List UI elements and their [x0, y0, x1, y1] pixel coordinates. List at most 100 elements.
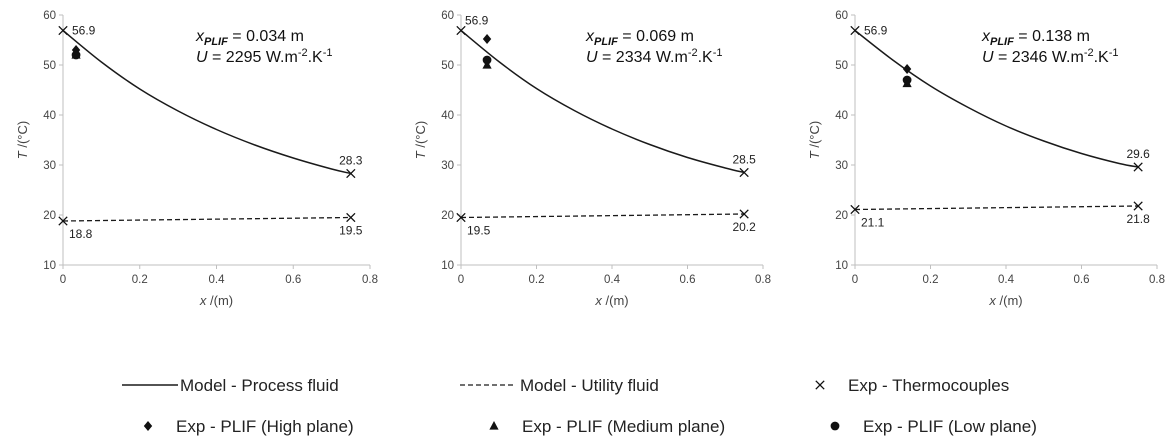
data-label: 21.1 [861, 216, 885, 230]
y-tick-label: 20 [43, 210, 56, 222]
circle-marker-point [482, 55, 492, 65]
u-value-annotation: U = 2334 W.m-2.K-1 [586, 47, 723, 66]
data-label: 56.9 [864, 24, 888, 38]
x-tick-label: 0.2 [923, 274, 939, 286]
legend-item: Exp - PLIF (High plane) [143, 417, 354, 436]
utility-fluid-line [854, 205, 1139, 211]
y-tick-label: 10 [835, 260, 848, 272]
utility-fluid-line [460, 213, 745, 219]
x-tick-label: 0.4 [998, 274, 1015, 286]
y-tick-label: 30 [835, 160, 848, 172]
u-value-annotation: U = 2295 W.m-2.K-1 [196, 47, 333, 66]
process-fluid-line [854, 29, 1139, 168]
diamond-marker-point [482, 34, 492, 44]
data-label: 21.8 [1126, 212, 1150, 226]
x-marker-point [739, 209, 749, 219]
legend-item: Exp - PLIF (Medium plane) [489, 417, 725, 436]
legend-diamond-marker-symbol [143, 421, 153, 431]
x-plif-annotation: xPLIF = 0.069 m [585, 28, 694, 48]
chart-panel-3: 10 20 30 40 50 60 0 0.2 0.4 0.6 0.8 x /(m) T /(°C) 56… [807, 10, 1165, 308]
x-marker-point [850, 25, 860, 36]
x-marker-point [850, 204, 860, 215]
legend-x-marker-symbol [815, 380, 825, 390]
y-tick-label: 10 [441, 260, 454, 272]
legend-label: Exp - Thermocouples [848, 376, 1009, 395]
x-tick-label: 0.6 [680, 274, 696, 286]
process-fluid-line [62, 29, 351, 175]
legend-item: Exp - PLIF (Low plane) [830, 417, 1037, 436]
data-label: 19.5 [467, 224, 491, 238]
legend-triangle-marker-symbol [489, 421, 499, 430]
y-tick-label: 40 [835, 110, 848, 122]
y-tick-label: 50 [835, 60, 848, 72]
utility-fluid-line [62, 216, 351, 222]
x-plif-annotation: xPLIF = 0.138 m [981, 28, 1090, 48]
x-tick-label: 0.8 [362, 274, 378, 286]
x-axis-label: x /(m) [988, 293, 1022, 308]
legend-label: Exp - PLIF (Low plane) [863, 417, 1037, 436]
x-tick-label: 0 [458, 274, 464, 286]
legend-label: Exp - PLIF (High plane) [176, 417, 354, 436]
y-tick-label: 20 [441, 210, 454, 222]
y-tick-label: 30 [441, 160, 454, 172]
legend-label: Exp - PLIF (Medium plane) [522, 417, 725, 436]
x-marker-point [58, 25, 68, 36]
x-marker-point [1133, 162, 1143, 172]
y-tick-label: 50 [441, 60, 454, 72]
chart-panel-2: 10 20 30 40 50 60 0 0.2 0.4 0.6 0.8 x /(m) T /(°C) 56… [413, 10, 771, 308]
x-marker-point [58, 216, 68, 226]
legend-circle-marker-symbol [830, 421, 840, 431]
x-marker-point [1133, 201, 1143, 211]
x-tick-label: 0.8 [755, 274, 771, 286]
x-marker-point [346, 168, 356, 179]
y-tick-label: 30 [43, 160, 56, 172]
data-label: 28.3 [339, 154, 363, 168]
x-tick-label: 0.4 [604, 274, 621, 286]
x-tick-label: 0.2 [529, 274, 545, 286]
y-tick-label: 40 [43, 110, 56, 122]
y-tick-label: 50 [43, 60, 56, 72]
y-axis-label: T /(°C) [807, 121, 822, 159]
y-axis-label: T /(°C) [15, 121, 30, 159]
data-label: 18.8 [69, 227, 93, 241]
x-marker-point [456, 212, 466, 223]
y-tick-label: 60 [835, 10, 848, 22]
y-axis-label: T /(°C) [413, 121, 428, 159]
x-marker-point [456, 25, 466, 36]
data-label: 56.9 [465, 14, 489, 28]
data-label: 19.5 [339, 224, 363, 238]
y-tick-label: 60 [43, 10, 56, 22]
data-label: 56.9 [72, 24, 96, 38]
x-tick-label: 0.6 [1074, 274, 1090, 286]
legend-label: Model - Process fluid [180, 376, 339, 395]
data-label: 28.5 [732, 153, 756, 167]
legend-item: Exp - Thermocouples [815, 376, 1009, 395]
legend-item: Model - Process fluid [122, 376, 339, 395]
x-tick-label: 0.2 [132, 274, 148, 286]
chart-panel-1: 10 20 30 40 50 60 0 0.2 0.4 0.6 0.8 x /(m) T /(°C) 56… [15, 10, 378, 308]
y-tick-label: 60 [441, 10, 454, 22]
x-marker-point [346, 212, 356, 223]
x-axis-label: x /(m) [594, 293, 628, 308]
data-label: 20.2 [732, 220, 756, 234]
legend-label: Model - Utility fluid [520, 376, 659, 395]
x-plif-annotation: xPLIF = 0.034 m [195, 28, 304, 48]
u-value-annotation: U = 2346 W.m-2.K-1 [982, 47, 1119, 66]
process-fluid-line [460, 29, 745, 174]
x-tick-label: 0.4 [209, 274, 226, 286]
y-tick-label: 40 [441, 110, 454, 122]
x-tick-label: 0 [60, 274, 66, 286]
x-tick-label: 0.8 [1149, 274, 1165, 286]
circle-marker-point [902, 75, 912, 85]
legend-item: Model - Utility fluid [460, 376, 659, 395]
diamond-marker-point [902, 64, 912, 74]
data-label: 29.6 [1126, 147, 1150, 161]
x-axis-label: x /(m) [199, 293, 233, 308]
x-tick-label: 0 [852, 274, 858, 286]
x-marker-point [739, 167, 749, 178]
x-tick-label: 0.6 [285, 274, 301, 286]
y-tick-label: 20 [835, 210, 848, 222]
y-tick-label: 10 [43, 260, 56, 272]
legend: Model - Process fluid Model - Utility flu… [122, 376, 1037, 436]
